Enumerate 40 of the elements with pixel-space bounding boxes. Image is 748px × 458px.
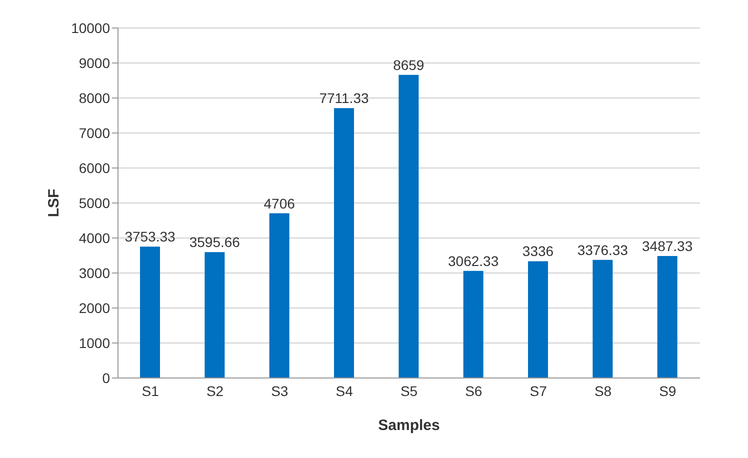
- data-label: 3753.33: [124, 228, 176, 245]
- x-tick-label: S5: [400, 382, 418, 399]
- data-label: 3487.33: [642, 238, 693, 254]
- x-axis-title: Samples: [378, 417, 440, 434]
- y-tick-label: 7000: [78, 124, 110, 141]
- data-label: 7711.33: [319, 90, 369, 106]
- data-label: 3062.33: [448, 252, 499, 269]
- x-tick-label: S8: [594, 382, 612, 399]
- data-label: 3376.33: [577, 242, 628, 258]
- x-tick-label: S7: [530, 382, 548, 399]
- bar: [334, 108, 354, 378]
- data-label: 8659: [393, 56, 424, 73]
- bar: [528, 261, 548, 378]
- y-axis-title: LSF: [45, 188, 62, 218]
- y-tick-label: 9000: [78, 54, 110, 71]
- y-tick-label: 10000: [71, 20, 110, 36]
- y-tick-label: 2000: [78, 300, 110, 316]
- bar: [398, 74, 419, 378]
- x-tick-label: S2: [206, 382, 224, 399]
- data-label: 3595.66: [189, 234, 240, 250]
- bar: [592, 260, 613, 378]
- y-tick-label: 1000: [78, 334, 110, 351]
- y-tick-label: 0: [102, 370, 110, 386]
- x-tick-label: S3: [271, 382, 288, 399]
- y-tick-label: 3000: [78, 264, 110, 281]
- y-tick-label: 4000: [78, 230, 110, 246]
- bar: [657, 256, 678, 378]
- y-tick-label: 6000: [78, 160, 110, 176]
- bar: [269, 213, 290, 378]
- y-tick-label: 5000: [78, 194, 110, 211]
- x-tick-label: S9: [659, 382, 676, 399]
- data-label: 3336: [522, 243, 554, 260]
- y-tick-label: 8000: [78, 90, 110, 106]
- x-tick-label: S6: [465, 382, 482, 399]
- bar: [463, 270, 484, 378]
- bar: [140, 246, 160, 378]
- data-label: 4706: [264, 195, 296, 212]
- bar: [204, 252, 225, 378]
- x-tick-label: S4: [336, 382, 354, 399]
- x-tick-label: S1: [142, 382, 160, 399]
